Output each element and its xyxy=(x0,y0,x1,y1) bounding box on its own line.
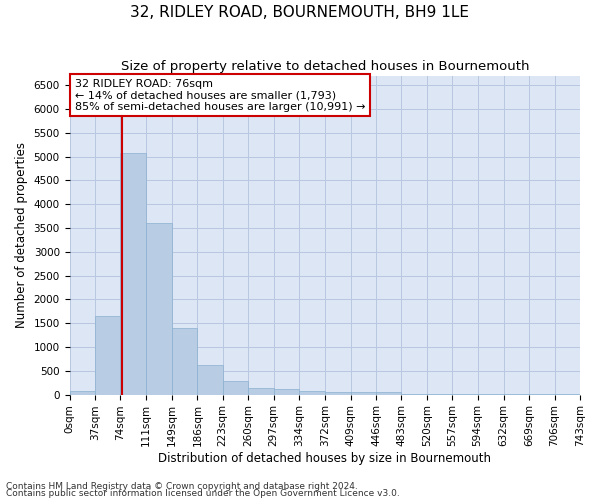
Bar xyxy=(70,392,95,394)
Text: 32 RIDLEY ROAD: 76sqm
← 14% of detached houses are smaller (1,793)
85% of semi-d: 32 RIDLEY ROAD: 76sqm ← 14% of detached … xyxy=(74,78,365,112)
Bar xyxy=(350,392,376,394)
Bar xyxy=(325,392,350,394)
Bar xyxy=(299,391,325,394)
Bar xyxy=(376,392,401,394)
Text: Contains public sector information licensed under the Open Government Licence v3: Contains public sector information licen… xyxy=(6,489,400,498)
Text: 32, RIDLEY ROAD, BOURNEMOUTH, BH9 1LE: 32, RIDLEY ROAD, BOURNEMOUTH, BH9 1LE xyxy=(131,5,470,20)
Bar xyxy=(172,328,197,394)
Bar xyxy=(274,390,299,394)
Bar xyxy=(197,365,223,394)
Bar xyxy=(146,223,172,394)
Text: Contains HM Land Registry data © Crown copyright and database right 2024.: Contains HM Land Registry data © Crown c… xyxy=(6,482,358,491)
Bar xyxy=(121,152,146,394)
Bar xyxy=(223,382,248,394)
Title: Size of property relative to detached houses in Bournemouth: Size of property relative to detached ho… xyxy=(121,60,529,73)
Bar xyxy=(248,388,274,394)
Y-axis label: Number of detached properties: Number of detached properties xyxy=(15,142,28,328)
X-axis label: Distribution of detached houses by size in Bournemouth: Distribution of detached houses by size … xyxy=(158,452,491,465)
Bar xyxy=(95,316,121,394)
